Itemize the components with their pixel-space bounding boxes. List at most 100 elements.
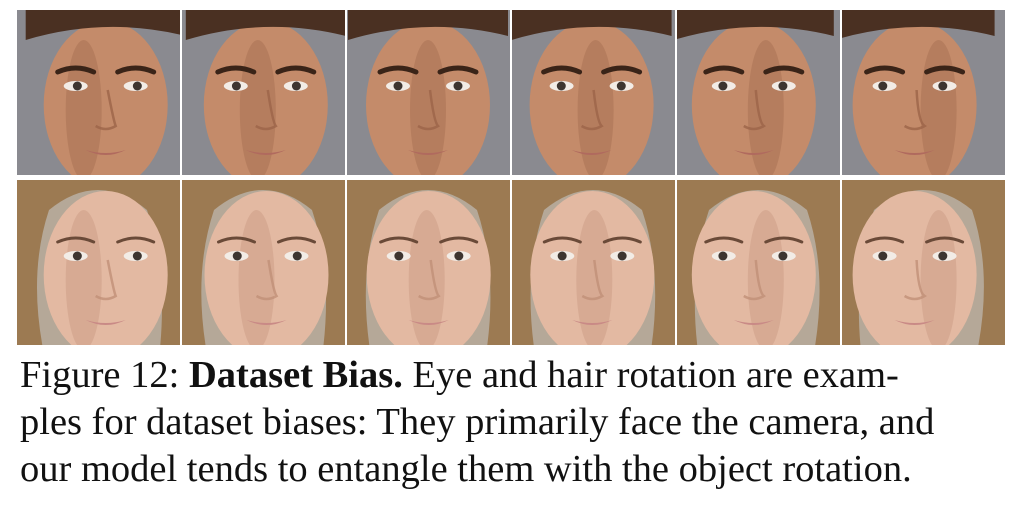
iris-right [616,81,626,91]
eyebrow-left [377,65,419,75]
mouth [245,150,286,155]
eyebrow-right [439,236,479,244]
mouth [85,320,126,325]
nose [95,259,118,301]
caption-title: Dataset Bias. [188,354,403,396]
face-shading [65,40,102,175]
eyebrow-right [764,236,804,244]
eyebrow-right [763,65,805,75]
face-shape [43,21,168,175]
face-shape [203,21,328,175]
iris-right [778,81,788,91]
face-shape [852,21,977,175]
mouth [408,320,449,325]
iris-right [292,251,302,261]
face-shading [747,40,784,175]
face-shading [65,210,102,345]
face-shading [410,40,446,175]
male-face-image-3 [347,10,510,175]
iris-right [454,251,464,261]
caption-line-3: our model tends to entangle them with th… [20,448,912,490]
iris-right [453,81,463,91]
face-shape [43,191,168,345]
iris-left [878,81,888,91]
female-face-image-3 [347,180,510,345]
nose [743,89,767,131]
eyebrow-right [437,65,479,75]
face-shading [238,210,275,345]
hair-shape [512,10,672,40]
hair-shape [182,180,345,345]
caption-line-1: Figure 12: Dataset Bias. Eye and hair ro… [20,352,1010,399]
hair-shape [842,10,995,38]
eyebrow-left [703,65,745,75]
mouth [572,320,613,325]
male-face-image-5 [677,10,840,175]
face-shading [408,210,445,345]
face-row-male [17,10,1005,175]
female-face-image-6 [842,180,1005,345]
iris-left [232,251,242,261]
eyebrow-left [704,236,744,244]
mouth [733,320,774,325]
iris-left [72,81,82,91]
eyebrow-right [275,65,317,75]
face-row-female [17,180,1005,345]
iris-left [556,81,566,91]
iris-left [878,251,888,261]
figure-label: Figure 12: [20,354,189,396]
male-face-image-2 [182,10,345,175]
face-shading [239,40,276,175]
nose [417,89,441,131]
iris-right [617,251,627,261]
female-face-image-1 [17,180,180,345]
hair-shape [842,180,1005,345]
nose [255,259,279,301]
nose [418,259,441,301]
face-shading [576,210,613,345]
iris-right [132,251,142,261]
mouth [408,150,448,155]
figure-caption: Figure 12: Dataset Bias. Eye and hair ro… [20,352,1010,493]
nose [743,259,767,301]
mouth [571,150,612,155]
iris-right [938,251,948,261]
iris-right [132,81,142,91]
iris-left [394,251,404,261]
nose [903,89,927,131]
eyebrow-left [541,65,583,75]
eyebrow-right [115,65,157,75]
mouth [894,320,935,325]
hair-shape [17,180,180,345]
face-shape [529,21,654,175]
iris-left [231,81,241,91]
eyebrow-right [116,236,156,244]
eyebrow-right [602,236,642,244]
eyebrow-right [925,236,965,244]
eyebrow-left [215,65,257,75]
face-shape [530,191,655,345]
iris-left [393,81,403,91]
female-face-image-5 [677,180,840,345]
iris-left [72,251,82,261]
eyebrow-right [277,236,316,244]
face-shape [366,191,491,345]
eyebrow-left [217,236,256,244]
female-face-image-4 [512,180,675,345]
hair-shape [25,10,180,40]
hair-shape [348,10,508,40]
caption-text-1: Eye and hair rotation are exam- [402,354,899,396]
eyebrow-left [56,236,96,244]
eyebrow-left [55,65,97,75]
hair-shape [347,180,510,345]
face-shading [747,210,784,345]
mouth [85,150,126,155]
male-face-image-6 [842,10,1005,175]
hair-shape [512,180,675,345]
iris-right [291,81,301,91]
face-shading [920,210,957,345]
nose [581,259,605,301]
eyebrow-right [924,65,966,75]
male-face-image-1 [17,10,180,175]
face-shape [852,191,977,345]
